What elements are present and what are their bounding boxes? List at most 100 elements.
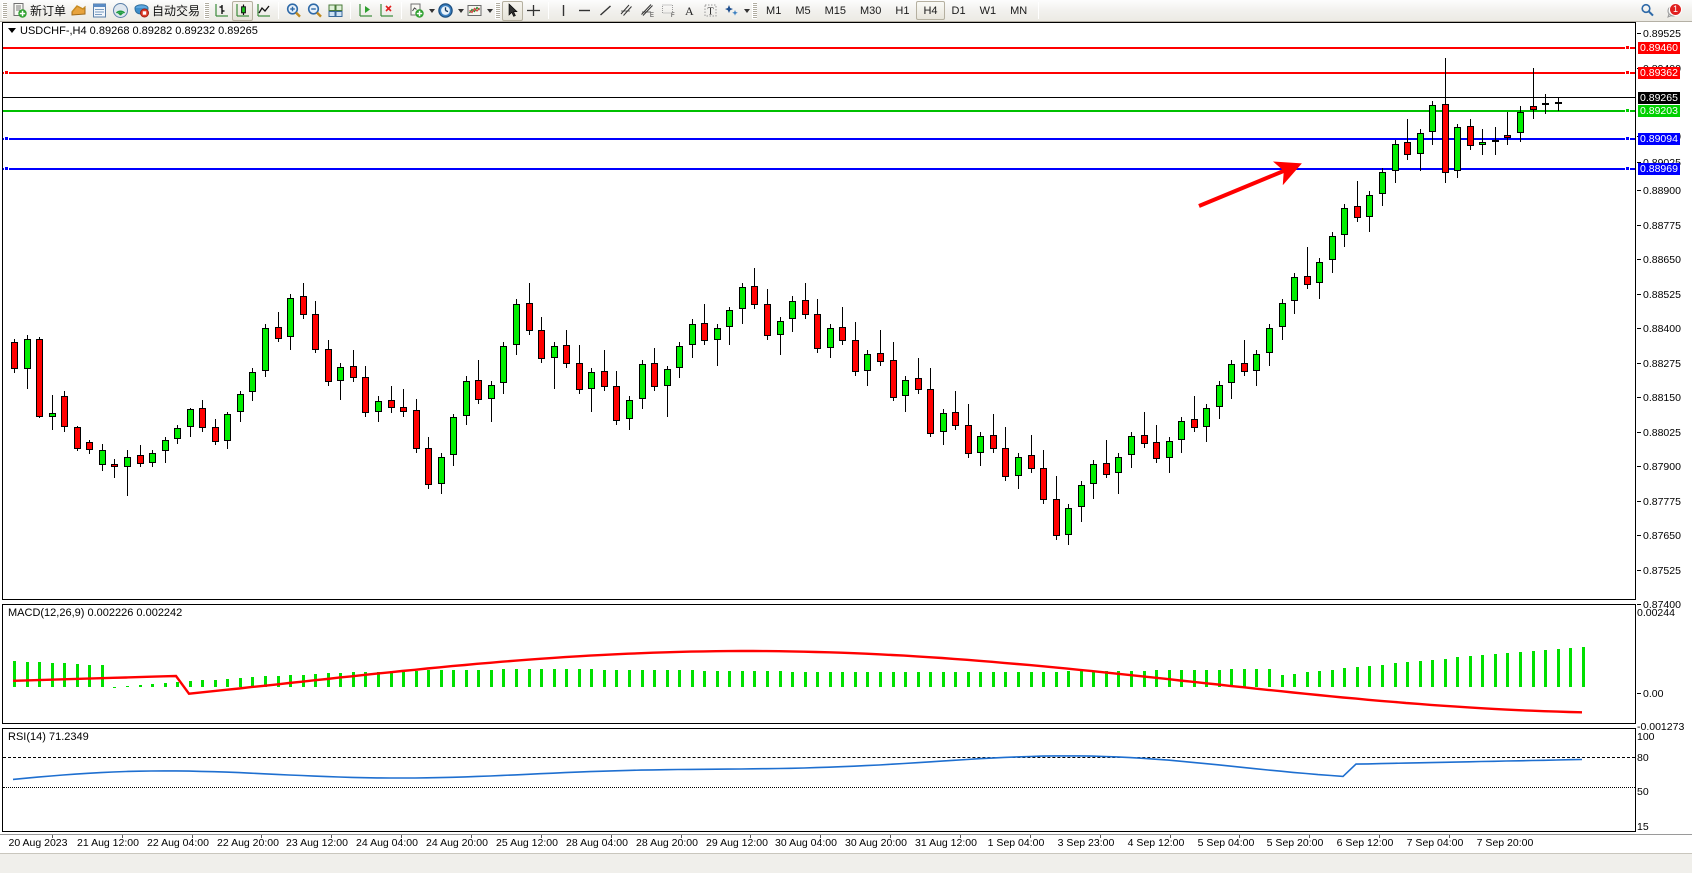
macd-bar [113, 687, 116, 688]
indicator-list-icon[interactable] [464, 1, 485, 21]
new-order-label[interactable]: 新订单 [30, 4, 67, 18]
timeframe-m1[interactable]: M1 [766, 4, 782, 17]
timeframe-m30[interactable]: M30 [860, 4, 882, 17]
period-dropdown-caret[interactable] [458, 8, 465, 13]
chart-tile-icon[interactable] [325, 1, 346, 21]
bar-chart-icon[interactable] [211, 1, 232, 21]
macd-bar [339, 672, 342, 687]
resistance-line-2[interactable] [3, 72, 1635, 74]
objects-dropdown-caret[interactable] [744, 8, 751, 13]
macd-bar [829, 671, 832, 687]
data-window-icon[interactable] [89, 1, 110, 21]
time-label: 28 Aug 20:00 [636, 837, 698, 849]
rsi-pane[interactable]: RSI(14) 71.2349 [2, 728, 1636, 832]
notification-icon[interactable]: 1 [1662, 1, 1686, 21]
candle-body [802, 300, 809, 316]
time-label: 31 Aug 12:00 [915, 837, 977, 849]
timeframe-mn[interactable]: MN [1010, 4, 1028, 17]
left-marker-2[interactable] [4, 136, 9, 141]
autoscroll-icon[interactable] [376, 1, 397, 21]
macd-bar [967, 672, 970, 687]
line-chart-icon[interactable] [253, 1, 274, 21]
candle-body [475, 379, 482, 401]
fibonacci-icon[interactable]: E [637, 1, 658, 21]
new-order-icon[interactable] [9, 1, 30, 21]
candle-body [1128, 436, 1135, 456]
period-icon[interactable] [435, 1, 456, 21]
search-icon[interactable] [1637, 1, 1658, 21]
target-marker[interactable] [1625, 108, 1630, 113]
fibonacci-fan-icon[interactable]: F [658, 1, 679, 21]
time-label: 28 Aug 04:00 [566, 837, 628, 849]
candle-body [1002, 447, 1009, 478]
chart-menu-caret-icon[interactable] [8, 27, 16, 33]
time-label: 4 Sep 12:00 [1127, 837, 1185, 849]
chart-shift-icon[interactable] [355, 1, 376, 21]
autotrading-label[interactable]: 自动交易 [152, 4, 201, 18]
price-tag[interactable]: 0.88969 [1638, 163, 1680, 175]
price-axis[interactable]: 0.895250.894000.891500.890250.889000.887… [1637, 22, 1692, 851]
market-icon[interactable] [131, 1, 152, 21]
crosshair-icon[interactable] [523, 1, 544, 21]
price-tag[interactable]: 0.89362 [1638, 67, 1680, 79]
trendline-icon[interactable] [595, 1, 616, 21]
text-icon[interactable]: A [679, 1, 700, 21]
candle-wick [880, 329, 881, 366]
label-icon[interactable]: T [700, 1, 721, 21]
macd-bar [402, 670, 405, 687]
horizontal-line-icon[interactable] [574, 1, 595, 21]
timeframe-h1[interactable]: H1 [895, 4, 910, 17]
candle-body [714, 328, 721, 340]
objects-icon[interactable] [721, 1, 742, 21]
equidistant-channel-icon[interactable] [616, 1, 637, 21]
zoom-out-icon[interactable] [304, 1, 325, 21]
indicators-icon[interactable] [68, 1, 89, 21]
timeframe-w1[interactable]: W1 [979, 4, 997, 17]
resistance-marker-2[interactable] [1625, 70, 1630, 75]
macd-bar [251, 677, 254, 687]
price-tag[interactable]: 0.89460 [1638, 42, 1680, 54]
resistance-marker-1[interactable] [1625, 45, 1630, 50]
time-axis[interactable]: 20 Aug 2023 21 Aug 12:00 22 Aug 04:00 22 Au… [0, 834, 1692, 852]
template-icon[interactable] [406, 1, 427, 21]
toolbar-grip-4[interactable] [752, 2, 758, 19]
rsi-tick: 80 [1637, 752, 1649, 764]
time-tick [1309, 835, 1310, 838]
macd-bar [1343, 668, 1346, 687]
toolbar-grip[interactable] [2, 2, 7, 19]
resistance-line-1[interactable] [3, 47, 1635, 49]
vertical-line-icon[interactable] [553, 1, 574, 21]
support-marker-1[interactable] [1625, 136, 1630, 141]
timeframe-d1[interactable]: D1 [951, 4, 966, 17]
support-line-2[interactable] [3, 168, 1635, 170]
indicator-dropdown-caret[interactable] [487, 8, 494, 13]
macd-bar [352, 672, 355, 687]
price-pane[interactable]: USDCHF-,H4 0.89268 0.89282 0.89232 0.892… [2, 22, 1636, 600]
cursor-icon[interactable] [502, 0, 524, 21]
price-tag[interactable]: 0.89203 [1638, 105, 1680, 117]
time-tick [1030, 835, 1031, 838]
candle-wick [1307, 247, 1308, 289]
price-tag[interactable]: 0.89094 [1638, 133, 1680, 145]
support-marker-2[interactable] [1625, 166, 1630, 171]
toolbar-separator-3 [401, 2, 403, 19]
macd-bar [603, 669, 606, 687]
candle-wick [1244, 339, 1245, 376]
left-marker-3[interactable] [4, 166, 9, 171]
signals-icon[interactable] [110, 1, 131, 21]
price-tag[interactable]: 0.89265 [1638, 92, 1680, 104]
toolbar-grip-2[interactable] [204, 2, 210, 19]
timeframe-h4[interactable]: H4 [916, 1, 945, 20]
price-tick: 0.87900 [1637, 462, 1681, 472]
candle-body [287, 297, 294, 338]
macd-pane[interactable]: MACD(12,26,9) 0.002226 0.002242 [2, 604, 1636, 724]
left-marker-1[interactable] [4, 70, 9, 75]
toolbar-grip-3[interactable] [495, 2, 501, 19]
timeframe-m15[interactable]: M15 [824, 4, 846, 17]
candle-chart-icon[interactable] [232, 0, 254, 21]
template-dropdown-caret[interactable] [429, 8, 436, 13]
zoom-in-icon[interactable] [283, 1, 304, 21]
support-line-1[interactable] [3, 138, 1635, 140]
target-line[interactable] [3, 110, 1635, 112]
timeframe-m5[interactable]: M5 [795, 4, 811, 17]
